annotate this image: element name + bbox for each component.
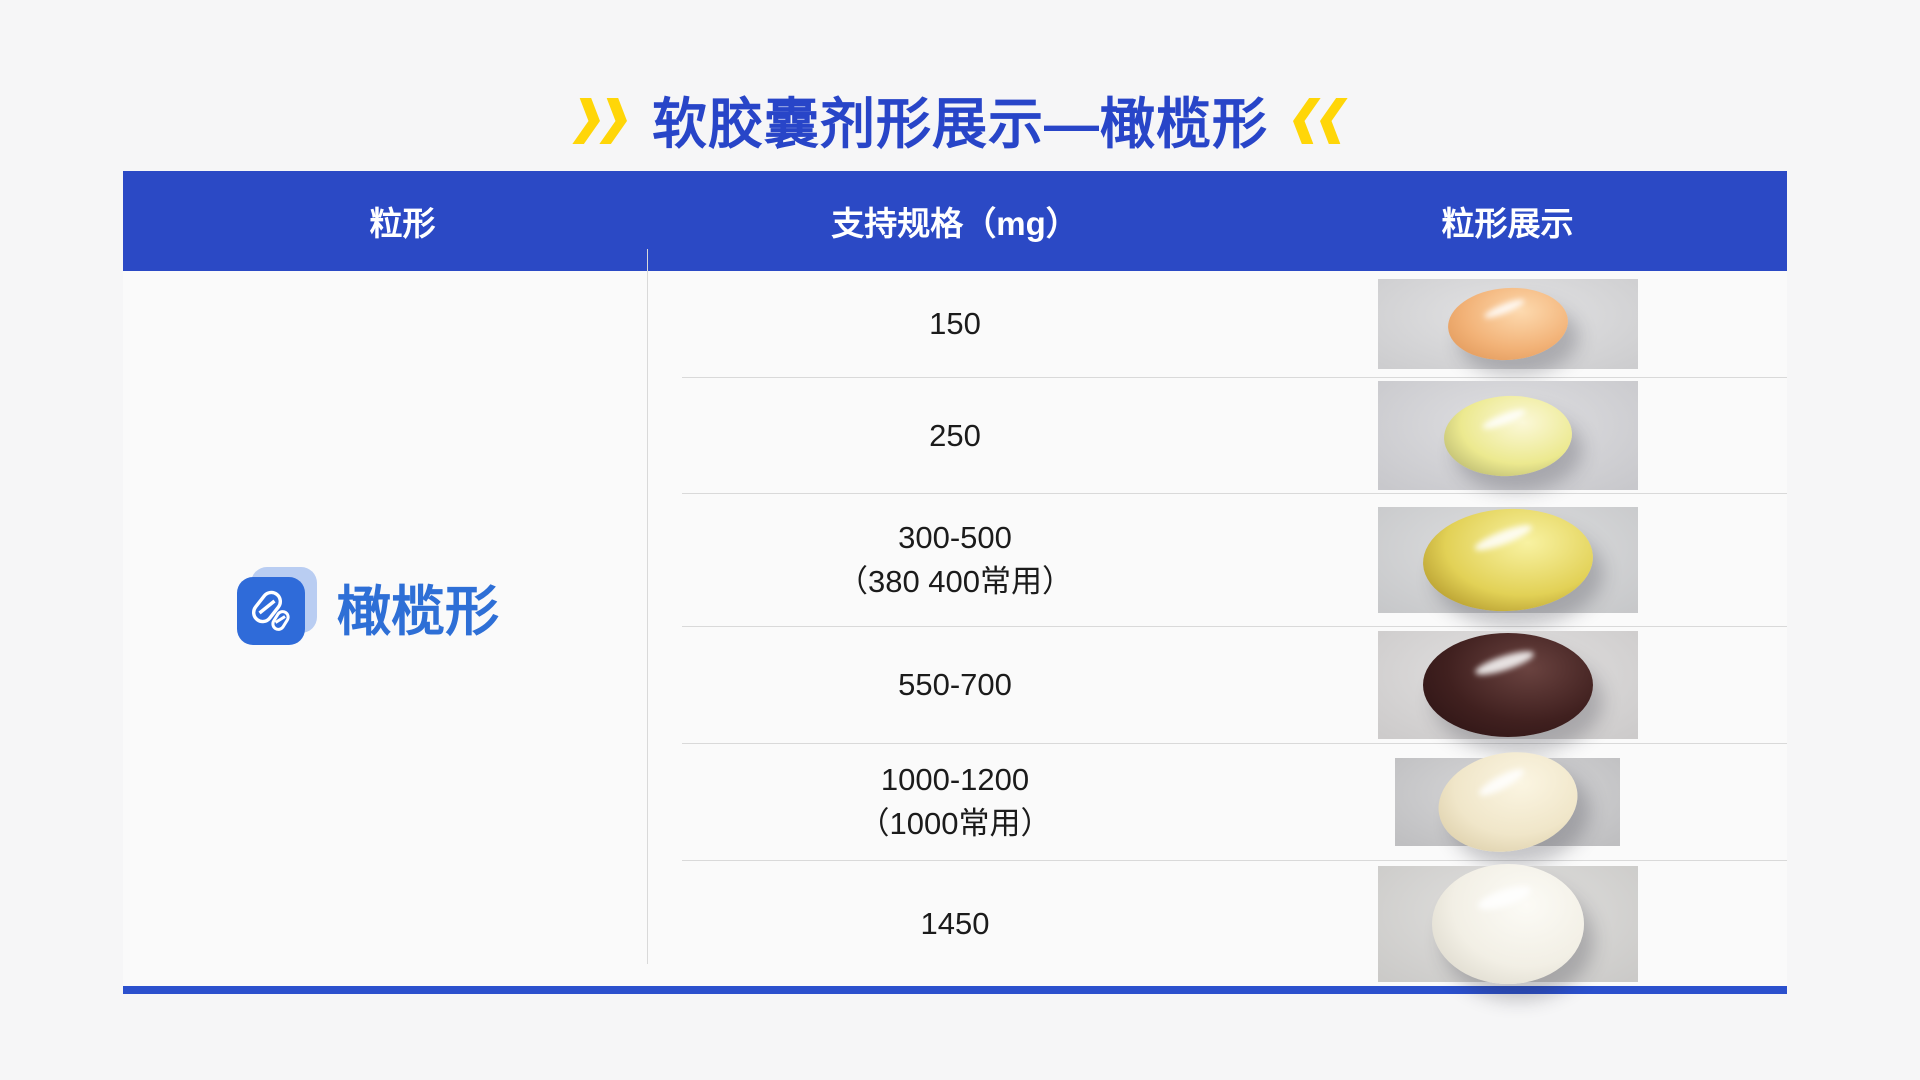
spec-value: 1000-1200 <box>880 762 1030 797</box>
table-row: 300-500 （380 400常用） <box>682 494 1787 627</box>
photo-cell <box>1228 494 1787 626</box>
chevron-left-icon <box>1286 98 1347 144</box>
spec-value: 150 <box>929 306 981 341</box>
spec-cell: 1000-1200 （1000常用） <box>682 744 1228 860</box>
col-header-spec: 支持规格（mg） <box>831 205 1079 242</box>
spec-rows: 150 250 300-500 （380 400常用） <box>682 271 1787 986</box>
white-opaque-capsule <box>1431 863 1584 984</box>
dark-brown-capsule <box>1422 633 1593 737</box>
table-row: 1450 <box>682 861 1787 986</box>
table-row: 250 <box>682 378 1787 494</box>
peach-opaque-capsule <box>1445 283 1570 365</box>
golden-yellow-translucent-capsule <box>1419 504 1596 616</box>
col-header-display: 粒形展示 <box>1441 205 1574 242</box>
shape-label: 橄榄形 <box>337 582 499 642</box>
table-row: 550-700 <box>682 627 1787 744</box>
capsule-glare <box>1475 764 1527 800</box>
spec-cell: 550-700 <box>682 627 1228 743</box>
table-body: 橄榄形 150 250 <box>123 249 1787 986</box>
capsule-photo <box>1377 381 1638 490</box>
capsule-photo <box>1377 279 1638 369</box>
photo-cell <box>1228 271 1787 377</box>
capsule-photo <box>1377 504 1638 616</box>
capsule-glare <box>1480 405 1528 432</box>
col-header-shape: 粒形 <box>369 205 436 242</box>
spec-note: （1000常用） <box>858 806 1052 841</box>
table-header: 粒形 支持规格（mg） 粒形展示 <box>123 171 1787 271</box>
spec-cell: 300-500 （380 400常用） <box>682 494 1228 626</box>
capsule-icon <box>237 566 317 647</box>
spec-note: （380 400常用） <box>836 564 1074 599</box>
table-row: 1000-1200 （1000常用） <box>682 741 1787 863</box>
capsule-glare <box>1476 881 1533 914</box>
capsule-icon-tile <box>237 576 305 645</box>
spec-cell: 250 <box>682 378 1228 493</box>
spec-cell: 150 <box>682 271 1228 377</box>
capsule-glyph <box>251 590 290 631</box>
spec-cell: 1450 <box>682 861 1228 986</box>
page-title-text: 软胶囊剂形展示—橄榄形 <box>651 93 1268 155</box>
capsule-photo <box>1395 741 1620 863</box>
capsule-spec-table: 粒形 支持规格（mg） 粒形展示 <box>123 171 1787 994</box>
photo-cell <box>1228 741 1787 863</box>
table-bottom-border <box>123 986 1787 994</box>
chevron-right-icon <box>572 98 633 144</box>
shape-cell: 橄榄形 <box>89 249 648 964</box>
page-title: 软胶囊剂形展示—橄榄形 <box>0 84 1920 155</box>
spec-value: 1450 <box>920 905 990 941</box>
spec-value: 250 <box>929 417 981 453</box>
capsule-photo <box>1377 863 1638 984</box>
capsule-photo <box>1377 631 1638 739</box>
table-row: 150 <box>682 271 1787 378</box>
spec-value: 550-700 <box>898 667 1012 702</box>
photo-cell <box>1228 627 1787 743</box>
shape-cell-content: 橄榄形 <box>237 566 499 647</box>
capsule-glare <box>1472 646 1536 679</box>
capsule-glare <box>1472 521 1534 556</box>
photo-cell <box>1228 378 1787 493</box>
pale-yellow-translucent-capsule <box>1441 392 1574 479</box>
ivory-opaque-capsule <box>1430 741 1585 863</box>
photo-cell <box>1228 861 1787 986</box>
capsule-glare <box>1482 296 1526 322</box>
spec-value: 300-500 <box>898 520 1012 555</box>
